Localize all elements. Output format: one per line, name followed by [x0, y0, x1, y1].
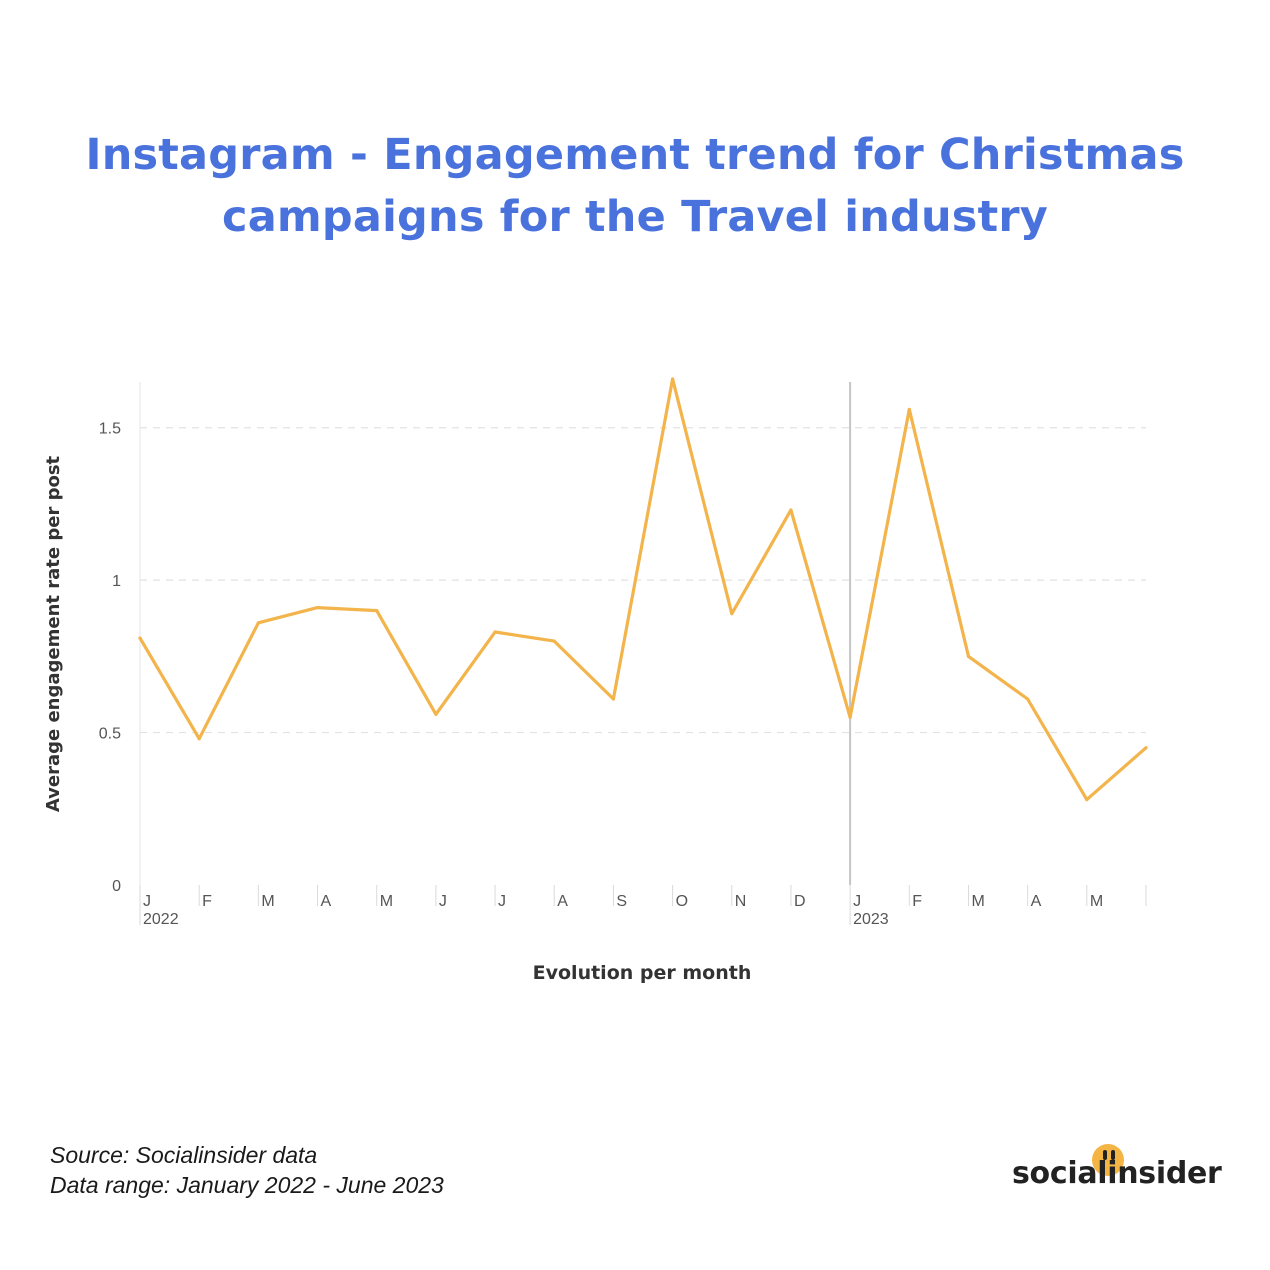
logo-eye-icon — [1103, 1150, 1107, 1160]
x-tick-label: M — [971, 893, 984, 910]
axis-layer — [139, 382, 1147, 925]
x-tick-label: J — [143, 893, 151, 910]
data-point — [670, 377, 675, 381]
x-tick-label: A — [557, 893, 568, 910]
logo-dot-icon — [1092, 1144, 1124, 1176]
x-year-label: 2023 — [853, 911, 889, 928]
y-tick-label: 1.5 — [99, 421, 121, 438]
y-tick-label: 0.5 — [99, 726, 121, 743]
x-year-label: 2022 — [143, 911, 179, 928]
date-range-note: Data range: January 2022 - June 2023 — [50, 1172, 444, 1198]
data-point — [256, 621, 260, 625]
data-point — [1026, 697, 1030, 701]
data-point — [197, 737, 201, 741]
data-point — [138, 636, 142, 640]
y-tick-label: 0 — [112, 878, 121, 895]
x-tick-label: J — [498, 893, 506, 910]
chart-title-line-1: Instagram - Engagement trend for Christm… — [85, 130, 1185, 180]
data-point — [552, 639, 556, 643]
label-layer: 0 0.5 1 1.5 J F M A M J J A S O N D J F M A M 2022 2023 Evoluti… — [43, 421, 1103, 984]
series-layer — [138, 377, 1148, 802]
x-tick-label: J — [853, 893, 861, 910]
data-point — [730, 612, 734, 616]
data-point — [434, 712, 438, 716]
data-point — [848, 715, 852, 719]
y-axis-title: Average engagement rate per post — [43, 455, 64, 812]
grid-layer — [140, 427, 1146, 734]
x-tick-label: F — [912, 893, 922, 910]
chart-title-line-2: campaigns for the Travel industry — [222, 192, 1048, 242]
data-point — [907, 407, 911, 412]
x-tick-label: S — [616, 893, 627, 910]
logo-eye-icon — [1111, 1150, 1115, 1160]
brand-logo: socialinsider — [1012, 1156, 1222, 1191]
x-tick-label: A — [1031, 893, 1042, 910]
data-point — [966, 654, 971, 658]
data-point — [789, 508, 793, 512]
engagement-series-line — [138, 377, 1148, 802]
x-tick-label: A — [321, 893, 332, 910]
x-tick-label: J — [439, 893, 447, 910]
y-tick-label: 1 — [112, 573, 121, 590]
x-tick-label: D — [794, 893, 806, 910]
x-tick-label: M — [261, 893, 274, 910]
x-tick-label: N — [735, 893, 747, 910]
data-point — [315, 605, 320, 610]
x-tick-label: M — [380, 893, 393, 910]
data-point — [1144, 746, 1148, 750]
chart-title: Instagram - Engagement trend for Christm… — [0, 124, 1270, 248]
x-tick-label: M — [1090, 893, 1103, 910]
x-tick-label: F — [202, 893, 212, 910]
data-point — [493, 630, 497, 634]
data-point — [1085, 798, 1089, 802]
data-point — [375, 609, 379, 613]
x-tick-label: O — [676, 893, 688, 910]
x-axis-title: Evolution per month — [533, 962, 752, 984]
data-point — [611, 697, 616, 701]
footer-notes: Source: Socialinsider data Data range: J… — [50, 1140, 444, 1200]
source-note: Source: Socialinsider data — [50, 1142, 318, 1168]
